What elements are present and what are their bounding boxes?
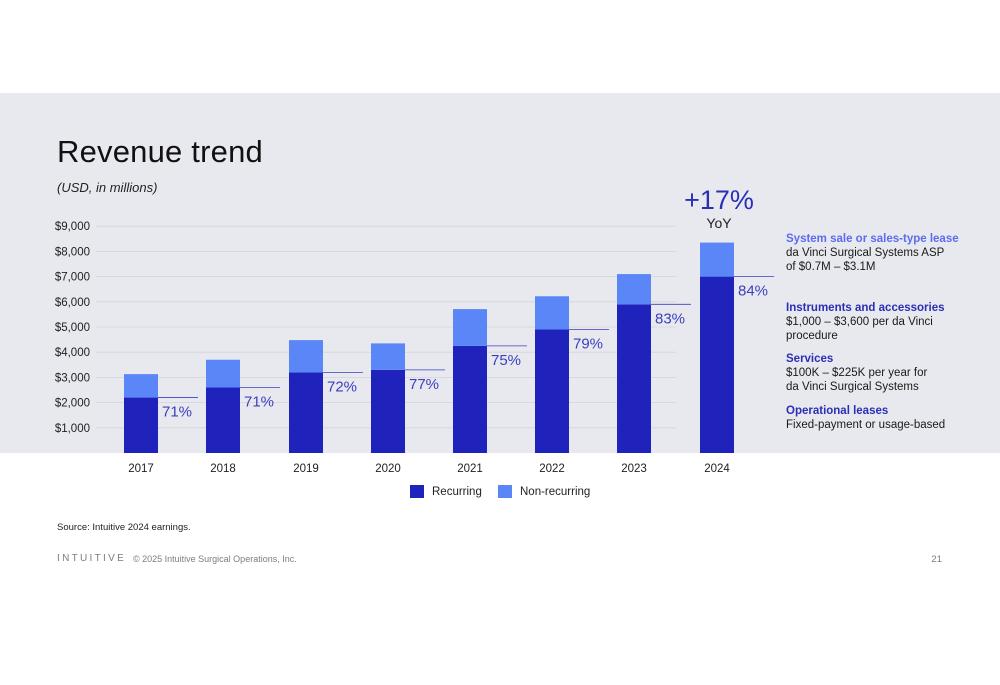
recurring-share-label: 72% bbox=[327, 378, 357, 395]
side-note-line: da Vinci Surgical Systems bbox=[786, 381, 919, 393]
bar-non-recurring bbox=[700, 242, 734, 277]
bar-recurring bbox=[453, 345, 487, 453]
recurring-share-label: 77% bbox=[409, 376, 439, 393]
side-note-line: of $0.7M – $3.1M bbox=[786, 261, 876, 273]
y-tick-label: $6,000 bbox=[55, 297, 90, 309]
yoy-growth-value: +17% bbox=[684, 185, 754, 215]
yoy-growth-label: YoY bbox=[706, 215, 732, 231]
side-note-heading: Services bbox=[786, 353, 834, 365]
legend-item-recurring: Recurring bbox=[410, 485, 482, 498]
side-note-services: Services $100K – $225K per year for da V… bbox=[786, 352, 986, 394]
y-tick-label: $4,000 bbox=[55, 347, 90, 359]
side-note-instruments: Instruments and accessories $1,000 – $3,… bbox=[786, 301, 986, 343]
recurring-share-label: 71% bbox=[162, 404, 192, 421]
bar-non-recurring bbox=[289, 340, 323, 373]
y-tick-label: $9,000 bbox=[55, 221, 90, 233]
page-title: Revenue trend bbox=[57, 134, 263, 169]
side-note-heading: Operational leases bbox=[786, 405, 889, 417]
y-tick-label: $5,000 bbox=[55, 322, 90, 334]
y-tick-label: $1,000 bbox=[55, 423, 90, 435]
bar-non-recurring bbox=[453, 309, 487, 346]
y-tick-label: $3,000 bbox=[55, 372, 90, 384]
bar-recurring bbox=[617, 304, 651, 453]
x-tick-label: 2017 bbox=[128, 463, 154, 475]
recurring-share-label: 75% bbox=[491, 352, 521, 369]
x-tick-label: 2020 bbox=[375, 463, 401, 475]
source-note: Source: Intuitive 2024 earnings. bbox=[57, 522, 191, 533]
legend-item-non-recurring: Non-recurring bbox=[498, 485, 590, 498]
bar-recurring bbox=[289, 372, 323, 453]
x-tick-label: 2024 bbox=[704, 463, 730, 475]
y-tick-label: $7,000 bbox=[55, 272, 90, 284]
x-tick-label: 2022 bbox=[539, 463, 565, 475]
side-note-system-sale: System sale or sales-type lease da Vinci… bbox=[786, 232, 986, 274]
legend-label-recurring: Recurring bbox=[432, 485, 482, 498]
side-note-heading: Instruments and accessories bbox=[786, 302, 945, 314]
y-tick-label: $2,000 bbox=[55, 398, 90, 410]
page-subtitle: (USD, in millions) bbox=[57, 180, 158, 195]
side-note-heading: System sale or sales-type lease bbox=[786, 233, 959, 245]
x-tick-label: 2021 bbox=[457, 463, 483, 475]
chart-background-band bbox=[0, 93, 1000, 453]
copyright-text: © 2025 Intuitive Surgical Operations, In… bbox=[133, 554, 297, 564]
bar-recurring bbox=[535, 329, 569, 453]
x-tick-label: 2018 bbox=[210, 463, 236, 475]
side-note-operational-leases: Operational leases Fixed-payment or usag… bbox=[786, 404, 986, 432]
recurring-share-label: 71% bbox=[244, 393, 274, 410]
side-note-line: da Vinci Surgical Systems ASP bbox=[786, 247, 945, 259]
bar-non-recurring bbox=[371, 343, 405, 370]
recurring-share-label: 83% bbox=[655, 310, 685, 327]
bar-recurring bbox=[206, 387, 240, 453]
x-tick-label: 2023 bbox=[621, 463, 647, 475]
bar-recurring bbox=[371, 369, 405, 453]
bar-recurring bbox=[700, 276, 734, 453]
intuitive-logo: INTUITIVE bbox=[57, 553, 127, 564]
recurring-share-label: 84% bbox=[738, 283, 768, 300]
legend-label-non-recurring: Non-recurring bbox=[520, 485, 591, 498]
legend-swatch-non-recurring bbox=[498, 485, 512, 498]
side-note-line: $100K – $225K per year for bbox=[786, 367, 928, 379]
side-note-line: Fixed-payment or usage-based bbox=[786, 419, 946, 431]
page-number: 21 bbox=[931, 554, 942, 565]
bar-non-recurring bbox=[124, 374, 158, 398]
side-note-line: $1,000 – $3,600 per da Vinci bbox=[786, 316, 933, 328]
bar-non-recurring bbox=[535, 296, 569, 330]
legend-swatch-recurring bbox=[410, 485, 424, 498]
y-tick-label: $8,000 bbox=[55, 246, 90, 258]
side-note-line: procedure bbox=[786, 330, 838, 342]
bar-non-recurring bbox=[617, 274, 651, 305]
x-tick-label: 2019 bbox=[293, 463, 319, 475]
bar-non-recurring bbox=[206, 359, 240, 388]
recurring-share-label: 79% bbox=[573, 336, 603, 353]
bar-recurring bbox=[124, 397, 158, 453]
